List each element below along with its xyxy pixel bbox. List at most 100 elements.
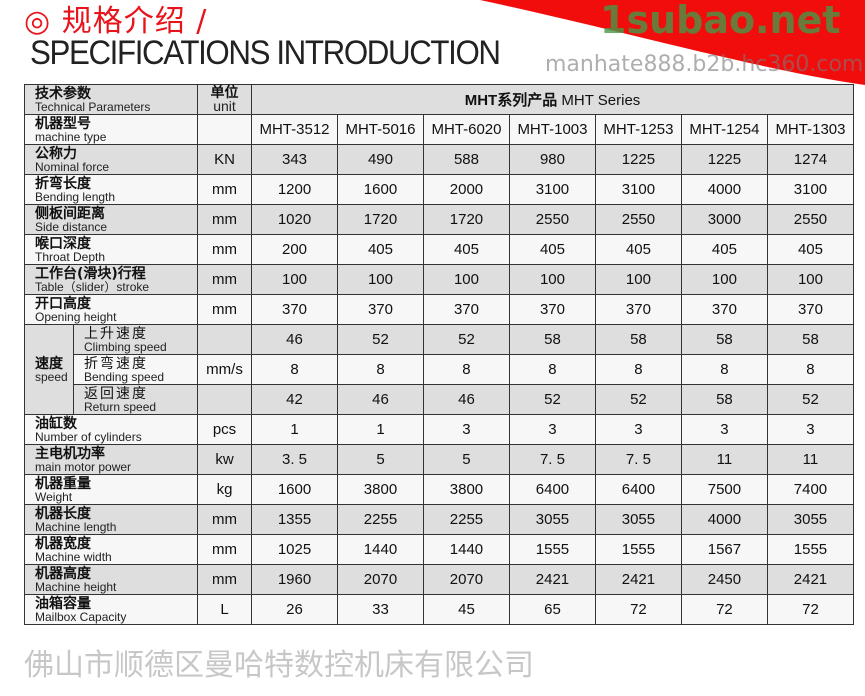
param-cn: 工作台(滑块)行程	[35, 265, 146, 282]
cell-text: 52	[544, 391, 561, 408]
param-en: main motor power	[35, 459, 132, 474]
param-en: Number of cylinders	[35, 429, 142, 444]
cell-text: 2000	[449, 181, 484, 198]
value-cell: 3	[422, 414, 510, 445]
value-cell: 370	[766, 294, 855, 325]
cell-text: 1600	[363, 181, 398, 198]
param-cn: 返回速度	[84, 385, 148, 402]
cell-text: 8	[462, 361, 471, 378]
cell-text: 405	[453, 241, 479, 258]
value-cell: 1	[337, 414, 424, 445]
title-chinese: ◎ 规格介绍 /	[24, 4, 208, 39]
cell-text: 3. 5	[281, 451, 308, 468]
param-header-en: Technical Parameters	[35, 99, 151, 114]
cell-text: 2550	[535, 211, 570, 228]
value-cell: 1025	[251, 534, 338, 565]
cell-text: 3100	[535, 181, 570, 198]
table-row: 机器高度 Machine height mm 1960 2070 2070 2421 2421…	[23, 564, 855, 595]
param-cell: 返回速度 Return speed	[72, 384, 199, 415]
cell-text: 1555	[793, 541, 828, 558]
cell-text: 52	[630, 391, 647, 408]
unit-cell: mm	[197, 174, 253, 205]
cell-text: 8	[548, 361, 557, 378]
cell-text: mm	[212, 541, 238, 558]
cell-text: 2550	[621, 211, 656, 228]
value-cell: 100	[422, 264, 510, 295]
param-cell: 喉口深度 Throat Depth	[23, 234, 199, 265]
unit-cell: L	[197, 594, 253, 625]
value-cell: 3	[594, 414, 682, 445]
cell-text: 11	[802, 451, 819, 468]
param-cn: 折弯速度	[84, 355, 148, 372]
cell-text: mm	[212, 511, 238, 528]
cell-text: 1555	[535, 541, 570, 558]
value-cell: 405	[594, 234, 682, 265]
cell-text: 8	[806, 361, 815, 378]
param-en: machine type	[35, 129, 107, 144]
value-cell: 1720	[422, 204, 510, 235]
value-cell: 100	[594, 264, 682, 295]
unit-cell: kg	[197, 474, 253, 505]
unit-cell: pcs	[197, 414, 253, 445]
value-cell: 2070	[422, 564, 510, 595]
cell-text: 2255	[449, 511, 484, 528]
cell-text: 7. 5	[625, 451, 651, 468]
value-cell: 3	[680, 414, 768, 445]
value-cell: 3	[766, 414, 855, 445]
cell-text: 1720	[363, 211, 398, 228]
cell-text: 7400	[793, 481, 828, 498]
cell-text: 405	[711, 241, 737, 258]
param-cn: 油箱容量	[35, 595, 91, 612]
cell-text: 42	[286, 391, 303, 408]
cell-text: 7500	[707, 481, 742, 498]
cell-text: 3100	[793, 181, 828, 198]
unit-cell: mm	[197, 564, 253, 595]
param-cell: 机器宽度 Machine width	[23, 534, 199, 565]
cell-text: 588	[453, 151, 479, 168]
cell-text: 980	[539, 151, 565, 168]
param-en: Side distance	[35, 219, 108, 234]
cell-text: 100	[453, 271, 479, 288]
cell-text: 100	[539, 271, 565, 288]
value-cell: 3100	[594, 174, 682, 205]
cell-text: kw	[215, 451, 234, 468]
value-cell: 405	[337, 234, 424, 265]
cell-text: 8	[634, 361, 643, 378]
param-cell: 油箱容量 Mailbox Capacity	[23, 594, 199, 625]
cell-text: 2255	[363, 511, 398, 528]
value-cell: 8	[766, 354, 855, 385]
param-header-cn: 技术参数	[35, 85, 91, 102]
cell-text: 1200	[277, 181, 312, 198]
table-row: 机器型号 machine type MHT-3512 MHT-5016 MHT-6020…	[23, 114, 855, 145]
value-cell: 370	[337, 294, 424, 325]
cell-text: 2421	[535, 571, 570, 588]
value-cell: 8	[422, 354, 510, 385]
cell-text: 52	[372, 331, 389, 348]
value-cell: 26	[251, 594, 338, 625]
value-cell: 1555	[508, 534, 596, 565]
table-row: 侧板间距离 Side distance mm 1020 1720 1720 2550 2550…	[23, 204, 855, 235]
cell-text: 4000	[707, 511, 742, 528]
param-cn: 机器重量	[35, 475, 91, 492]
cell-text: mm	[212, 211, 238, 228]
cell-text: mm/s	[206, 361, 243, 378]
value-cell: 370	[508, 294, 596, 325]
value-cell: 1225	[594, 144, 682, 175]
param-en: Nominal force	[35, 159, 110, 174]
value-cell: 52	[766, 384, 855, 415]
param-en: Machine length	[35, 519, 117, 534]
cell-text: 2450	[707, 571, 742, 588]
speed-cn: 速度	[35, 355, 63, 372]
unit-cell	[197, 114, 253, 145]
value-cell: 7. 5	[508, 444, 596, 475]
cell-text: 3800	[449, 481, 484, 498]
unit-header-cn: 单位	[210, 85, 239, 102]
cell-text: 3800	[363, 481, 398, 498]
cell-text: 370	[539, 301, 565, 318]
param-cn: 侧板间距离	[35, 205, 105, 222]
param-en: Bending length	[35, 189, 116, 204]
value-cell: 46	[337, 384, 424, 415]
param-en: Weight	[35, 489, 73, 504]
value-cell: 4000	[680, 504, 768, 535]
value-cell: 3800	[337, 474, 424, 505]
